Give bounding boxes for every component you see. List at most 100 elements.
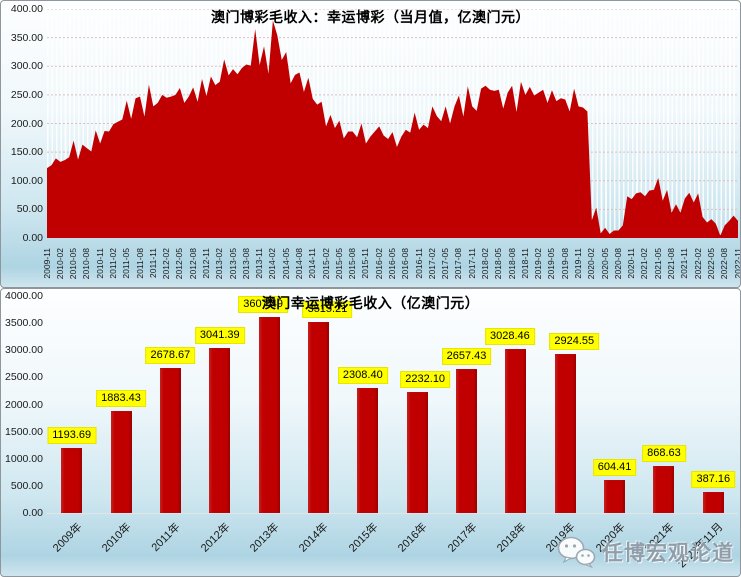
x-tick-label: 2013-11 [254, 248, 265, 279]
x-tick-label: 2017-08 [453, 248, 464, 280]
y-tick-label: 2500.00 [5, 371, 43, 384]
x-tick-label: 2010-02 [54, 248, 65, 280]
x-tick-label: 2014-11 [307, 248, 318, 279]
bar-value-label: 3515.21 [302, 301, 353, 319]
bar [653, 465, 675, 513]
bar [406, 391, 428, 513]
x-tick-label: 2011-02 [107, 248, 118, 279]
bar [554, 354, 576, 513]
x-tick-label: 2012-11 [200, 248, 211, 279]
bar-value-label: 2232.10 [400, 370, 451, 388]
x-tick-label: 2009-11 [41, 248, 52, 279]
x-tick-label: 2016-02 [373, 248, 384, 280]
bar-chart-plot: 1193.69 1883.43 2678.67 3041.39 3607.49 3515.… [47, 296, 738, 514]
x-tick-label: 2020-02 [586, 248, 597, 280]
bar [357, 387, 379, 513]
x-tick-label: 2014-08 [293, 248, 304, 280]
x-category-label: 2013年 [248, 521, 282, 555]
x-tick-label: 2016-08 [400, 248, 411, 280]
y-tick-label: 2000.00 [5, 398, 43, 411]
bar [456, 368, 478, 513]
y-tick-label: 3500.00 [5, 317, 43, 330]
y-tick-label: 100.00 [10, 174, 43, 187]
bar [258, 317, 280, 513]
bar-value-label: 1193.69 [47, 427, 97, 445]
y-tick-label: 500.00 [10, 479, 43, 492]
x-axis-line [47, 235, 738, 238]
x-tick-label: 2021-08 [666, 248, 677, 280]
x-tick-label: 2016-11 [413, 248, 424, 279]
area-chart-x-axis: 2009-11 2010-02 2010-05 2010-08 2010-11 2011-… [42, 246, 741, 287]
x-tick-label: 2018-05 [493, 248, 504, 280]
bar [702, 492, 724, 513]
y-tick-label: 0.00 [22, 232, 43, 244]
x-tick-label: 2019-08 [559, 248, 570, 280]
y-tick-label: 50.00 [16, 203, 43, 216]
bar-value-label: 3607.49 [238, 296, 288, 314]
x-category-label: 2016年 [396, 521, 430, 555]
x-tick-label: 2011-08 [134, 248, 145, 279]
y-tick-label: 1000.00 [5, 452, 43, 465]
watermark: 任博宏观论道 [556, 535, 734, 568]
area-chart-plot [47, 9, 738, 238]
y-tick-label: 4000.00 [5, 290, 43, 302]
x-tick-label: 2021-05 [652, 248, 663, 280]
x-category-label: 2017年 [445, 521, 480, 555]
bar-value-label: 1883.43 [96, 389, 146, 407]
x-tick-label: 2017-05 [440, 248, 451, 280]
x-category-label: 2009年 [50, 521, 85, 555]
y-tick-label: 250.00 [10, 88, 43, 101]
x-tick-label: 2021-11 [679, 248, 690, 279]
x-tick-label: 2013-05 [227, 248, 238, 280]
x-tick-label: 2020-11 [626, 248, 637, 279]
x-tick-label: 2017-02 [426, 248, 437, 280]
x-tick-label: 2013-02 [214, 248, 225, 280]
y-tick-label: 1500.00 [5, 425, 43, 438]
x-tick-label: 2011-11 [147, 248, 158, 278]
bar [307, 322, 329, 513]
x-tick-label: 2012-05 [174, 248, 185, 280]
x-tick-label: 2013-08 [240, 248, 251, 280]
x-tick-label: 2010-05 [68, 248, 79, 280]
bar-value-label: 2657.43 [441, 347, 492, 365]
bar-value-label: 3041.39 [194, 327, 245, 345]
x-tick-label: 2012-08 [187, 248, 198, 280]
x-tick-label: 2020-05 [599, 248, 610, 280]
y-tick-label: 400.00 [10, 3, 43, 15]
x-category-label: 2010年 [99, 521, 134, 555]
x-tick-label: 2022-11 [732, 248, 741, 279]
bar-chart-title: 澳门幸运博彩毛收入（亿澳门元） [261, 295, 480, 311]
x-tick-label: 2018-02 [480, 248, 491, 280]
x-tick-label: 2018-08 [506, 248, 517, 280]
bar [159, 367, 181, 513]
x-tick-label: 2016-05 [387, 248, 397, 280]
x-category-label: 2018年 [494, 521, 529, 555]
x-category-label: 2012年 [198, 521, 233, 555]
x-tick-label: 2014-05 [280, 248, 291, 280]
x-tick-label: 2022-08 [719, 248, 730, 280]
y-tick-label: 150.00 [10, 146, 43, 159]
area-fill [47, 20, 738, 238]
x-tick-label: 2017-11 [466, 248, 477, 279]
x-tick-label: 2015-02 [320, 248, 331, 280]
x-tick-label: 2010-08 [81, 248, 92, 280]
wechat-icon [556, 535, 596, 568]
bar-value-label: 2678.67 [145, 346, 196, 364]
bar-value-label: 387.16 [691, 471, 736, 488]
bar-value-label: 2924.55 [549, 333, 600, 351]
monthly-area-chart: 澳门博彩毛收入：幸运博彩（当月值，亿澳门元） 400.00 350.00 300.0… [0, 0, 741, 288]
y-tick-label: 0.00 [22, 507, 43, 519]
x-tick-label: 2015-11 [360, 248, 371, 279]
x-tick-label: 2015-05 [333, 248, 344, 280]
y-tick-label: 350.00 [10, 31, 43, 44]
bar-value-label: 2308.40 [337, 366, 388, 384]
x-tick-label: 2022-02 [692, 248, 703, 280]
x-tick-label: 2019-05 [546, 248, 557, 280]
x-tick-label: 2010-11 [94, 248, 105, 279]
x-category-label: 2011年 [149, 521, 183, 554]
bar [604, 480, 626, 513]
x-tick-label: 2015-08 [347, 248, 358, 280]
x-tick-label: 2011-05 [121, 248, 132, 279]
area-series [47, 9, 738, 238]
bar [61, 448, 83, 513]
